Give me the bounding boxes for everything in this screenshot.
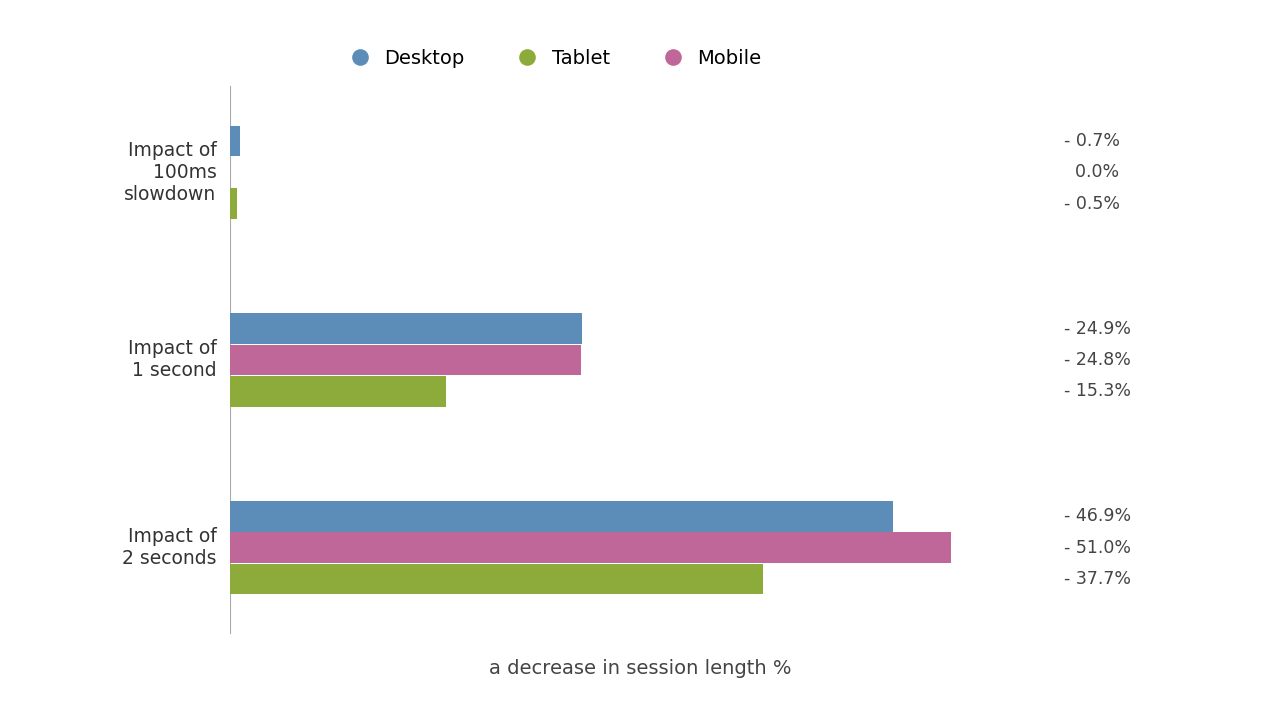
Text: - 15.3%: - 15.3% [1064, 382, 1130, 400]
Bar [230, 189, 238, 219]
Bar [230, 376, 447, 407]
Bar [230, 532, 951, 563]
Text: - 0.5%: - 0.5% [1064, 194, 1120, 212]
Bar [230, 345, 581, 375]
Text: 0.0%: 0.0% [1064, 163, 1119, 181]
Text: - 0.7%: - 0.7% [1064, 132, 1120, 150]
Bar [230, 126, 241, 156]
Text: - 37.7%: - 37.7% [1064, 570, 1130, 588]
Bar [230, 564, 763, 594]
Text: - 24.9%: - 24.9% [1064, 320, 1130, 338]
Legend: Desktop, Tablet, Mobile: Desktop, Tablet, Mobile [347, 42, 769, 76]
Bar [230, 501, 893, 531]
Text: - 46.9%: - 46.9% [1064, 508, 1130, 526]
Text: - 24.8%: - 24.8% [1064, 351, 1130, 369]
X-axis label: a decrease in session length %: a decrease in session length % [489, 659, 791, 678]
Bar [230, 313, 582, 344]
Text: - 51.0%: - 51.0% [1064, 539, 1130, 557]
